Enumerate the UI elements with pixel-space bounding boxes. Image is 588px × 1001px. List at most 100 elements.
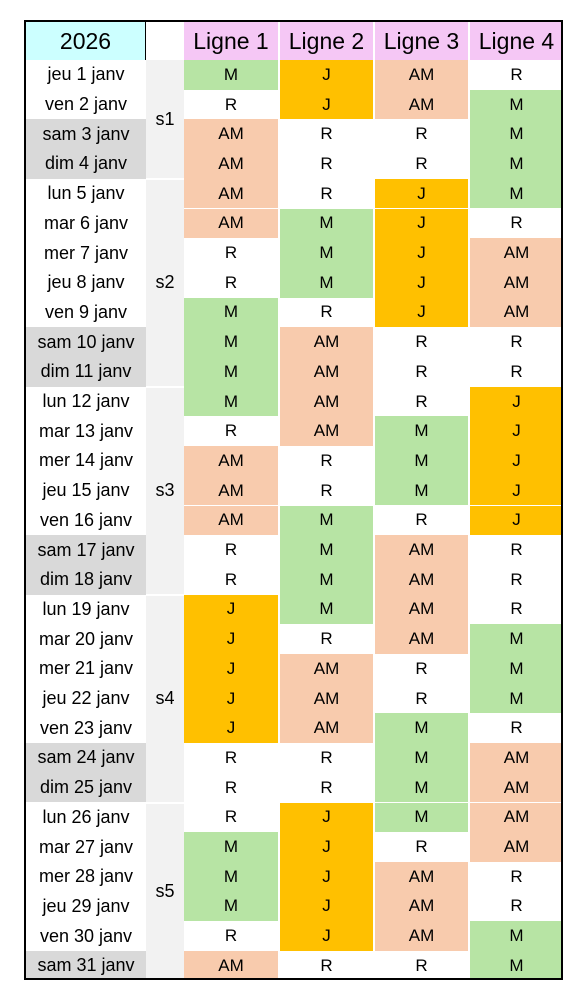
shift-cell-ligne-3: M: [375, 416, 468, 447]
shift-cell-ligne-3: AM: [375, 921, 468, 951]
date-cell: lun 26 janv: [26, 802, 146, 833]
shift-cell-ligne-2: AM: [280, 683, 373, 714]
year-header: 2026: [26, 22, 146, 60]
shift-cell-ligne-1: R: [184, 802, 278, 833]
shift-cell-ligne-1: AM: [184, 208, 278, 239]
date-cell: jeu 15 janv: [26, 475, 146, 506]
shift-cell-ligne-1: M: [184, 386, 278, 417]
shift-cell-ligne-2: R: [280, 743, 373, 773]
date-cell: ven 16 janv: [26, 505, 146, 536]
shift-cell-ligne-3: R: [375, 327, 468, 357]
shift-cell-ligne-2: J: [280, 60, 373, 90]
shift-cell-ligne-2: R: [280, 297, 373, 328]
date-cell: lun 19 janv: [26, 594, 146, 625]
shift-cell-ligne-3: AM: [375, 861, 468, 892]
week-separator: [146, 801, 184, 804]
shift-cell-ligne-2: AM: [280, 416, 373, 447]
line-header-4: Ligne 4: [470, 22, 561, 60]
shift-cell-ligne-4: J: [470, 446, 561, 476]
shift-cell-ligne-2: R: [280, 475, 373, 506]
line-header-2: Ligne 2: [280, 22, 373, 60]
shift-cell-ligne-1: M: [184, 861, 278, 892]
shift-cell-ligne-3: R: [375, 951, 468, 978]
week-header-blank: [146, 22, 184, 60]
shift-cell-ligne-4: R: [470, 564, 561, 595]
shift-cell-ligne-1: J: [184, 624, 278, 654]
date-cell: sam 10 janv: [26, 327, 146, 357]
shift-cell-ligne-3: R: [375, 832, 468, 862]
shift-cell-ligne-1: R: [184, 89, 278, 120]
shift-cell-ligne-1: AM: [184, 119, 278, 150]
week-label: s2: [146, 178, 184, 387]
shift-cell-ligne-1: M: [184, 297, 278, 328]
shift-cell-ligne-4: AM: [470, 832, 561, 862]
shift-cell-ligne-4: J: [470, 386, 561, 417]
shift-cell-ligne-1: R: [184, 535, 278, 565]
shift-cell-ligne-3: R: [375, 357, 468, 387]
schedule-table: 2026 Ligne 1 Ligne 2 Ligne 3 Ligne 4 s1 s…: [24, 20, 563, 980]
shift-cell-ligne-1: AM: [184, 951, 278, 978]
date-cell: mar 6 janv: [26, 208, 146, 239]
shift-cell-ligne-3: J: [375, 208, 468, 239]
shift-cell-ligne-1: R: [184, 564, 278, 595]
shift-cell-ligne-3: M: [375, 802, 468, 833]
shift-cell-ligne-1: AM: [184, 505, 278, 536]
shift-cell-ligne-3: R: [375, 149, 468, 179]
shift-cell-ligne-1: R: [184, 921, 278, 951]
shift-cell-ligne-3: AM: [375, 564, 468, 595]
shift-cell-ligne-2: J: [280, 89, 373, 120]
date-cell: jeu 1 janv: [26, 60, 146, 90]
date-cell: mer 7 janv: [26, 238, 146, 268]
shift-cell-ligne-3: AM: [375, 624, 468, 654]
shift-cell-ligne-4: AM: [470, 743, 561, 773]
shift-cell-ligne-3: M: [375, 713, 468, 744]
shift-cell-ligne-2: AM: [280, 327, 373, 357]
shift-cell-ligne-1: AM: [184, 178, 278, 209]
shift-cell-ligne-4: AM: [470, 772, 561, 803]
shift-cell-ligne-4: R: [470, 60, 561, 90]
shift-cell-ligne-4: M: [470, 89, 561, 120]
date-cell: mer 28 janv: [26, 861, 146, 892]
shift-cell-ligne-1: J: [184, 654, 278, 684]
date-cell: jeu 29 janv: [26, 891, 146, 922]
week-separator: [146, 593, 184, 596]
date-cell: jeu 22 janv: [26, 683, 146, 714]
shift-cell-ligne-4: R: [470, 713, 561, 744]
shift-cell-ligne-2: AM: [280, 654, 373, 684]
shift-cell-ligne-3: R: [375, 654, 468, 684]
date-cell: mer 14 janv: [26, 446, 146, 476]
date-cell: mer 21 janv: [26, 654, 146, 684]
shift-cell-ligne-1: R: [184, 238, 278, 268]
shift-cell-ligne-3: R: [375, 505, 468, 536]
shift-cell-ligne-4: R: [470, 861, 561, 892]
shift-cell-ligne-3: AM: [375, 89, 468, 120]
shift-cell-ligne-1: R: [184, 743, 278, 773]
shift-cell-ligne-2: M: [280, 208, 373, 239]
shift-cell-ligne-2: M: [280, 238, 373, 268]
shift-cell-ligne-1: R: [184, 772, 278, 803]
week-label: s4: [146, 594, 184, 803]
week-label: s5: [146, 802, 184, 978]
date-cell: sam 24 janv: [26, 743, 146, 773]
date-cell: mar 27 janv: [26, 832, 146, 862]
shift-cell-ligne-4: R: [470, 535, 561, 565]
shift-cell-ligne-2: J: [280, 802, 373, 833]
date-cell: sam 31 janv: [26, 951, 146, 978]
shift-cell-ligne-1: R: [184, 267, 278, 298]
date-cell: dim 25 janv: [26, 772, 146, 803]
shift-cell-ligne-4: R: [470, 327, 561, 357]
shift-cell-ligne-4: M: [470, 149, 561, 179]
date-cell: ven 2 janv: [26, 89, 146, 120]
shift-cell-ligne-3: AM: [375, 594, 468, 625]
shift-cell-ligne-3: AM: [375, 60, 468, 90]
date-cell: mar 13 janv: [26, 416, 146, 447]
shift-cell-ligne-2: R: [280, 446, 373, 476]
shift-cell-ligne-3: J: [375, 297, 468, 328]
date-cell: ven 30 janv: [26, 921, 146, 951]
shift-cell-ligne-4: M: [470, 178, 561, 209]
date-cell: sam 3 janv: [26, 119, 146, 150]
shift-cell-ligne-4: J: [470, 475, 561, 506]
shift-cell-ligne-3: R: [375, 683, 468, 714]
shift-cell-ligne-3: J: [375, 178, 468, 209]
shift-cell-ligne-1: AM: [184, 149, 278, 179]
